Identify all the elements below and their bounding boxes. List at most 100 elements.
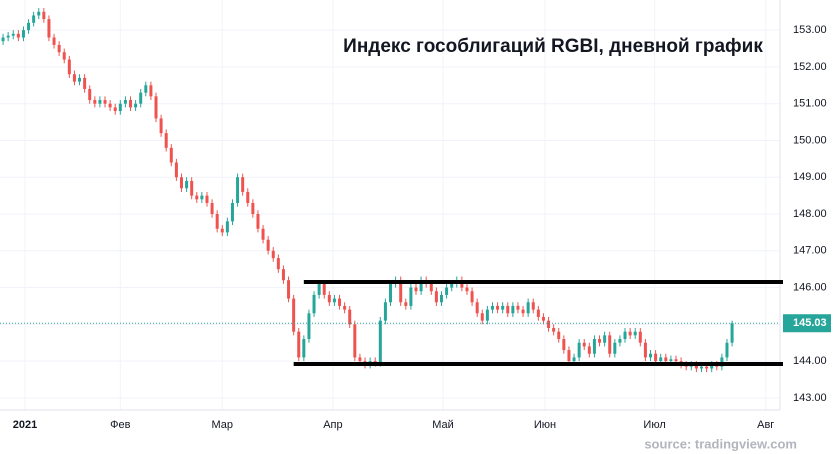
candle-body [113,107,117,112]
candle-body [302,339,306,358]
x-tick-label: Апр [323,419,342,431]
candle-body [220,228,224,233]
candle-body [230,202,234,222]
last-price-box [783,314,831,333]
candle-body [236,177,240,203]
candle-body [496,305,500,310]
candle-body [694,364,698,369]
candle-body [246,191,250,203]
candle-body [439,294,443,303]
candle-body [57,44,61,53]
candle-body [705,366,709,369]
chart-title: Индекс гособлигаций RGBI, дневной график [343,36,763,57]
candle-body [526,302,530,314]
candle-body [62,52,66,60]
candle-body [730,323,734,343]
candle-body [608,335,612,354]
candle-body [174,162,178,178]
candle-body [261,228,265,240]
candle-body [485,309,489,321]
candle-body [37,11,41,16]
candle-body [276,258,280,270]
candle-body [633,331,637,336]
candle-body [47,19,51,38]
candle-body [628,331,632,336]
candle-body [506,305,510,314]
candle-body [281,269,285,281]
candle-body [287,280,291,299]
candle-body [567,350,571,362]
candle-body [623,331,627,340]
candle-body [118,103,122,112]
candle-body [307,313,311,340]
candle-body [343,305,347,310]
candle-body [664,357,668,362]
candle-body [32,15,36,23]
y-tick-label: 153.00 [793,24,827,36]
x-tick-label: 2021 [13,419,37,431]
candle-body [88,88,92,101]
x-tick-label: Фев [110,419,130,431]
y-tick-label: 152.00 [793,61,827,73]
candle-body [429,283,433,292]
candle-body [603,335,607,343]
y-tick-label: 147.00 [793,245,827,257]
candle-body [1,37,5,42]
candle-body [531,302,535,310]
x-tick-label: Авг [757,419,774,431]
candle-body [312,294,316,314]
candle-body [266,239,270,251]
y-tick-label: 148.00 [793,208,827,220]
candle-body [434,291,438,303]
candle-body [179,177,183,189]
candle-body [11,33,15,36]
candle-body [373,361,377,363]
candle-body [103,100,107,104]
candle-body [154,96,158,119]
candle-body [725,342,729,358]
candle-body [200,195,204,200]
candle-body [353,324,357,358]
candle-body [654,353,658,362]
candle-body [445,287,449,295]
candle-body [475,302,479,314]
x-tick-label: Май [432,419,454,431]
candle-body [72,74,76,82]
candle-body [139,92,143,104]
candle-body [195,195,199,200]
candle-body [582,342,586,347]
candle-body [598,339,602,343]
candle-body [83,77,87,89]
candle-body [271,250,275,259]
candle-body [190,180,194,196]
candle-body [521,309,525,314]
y-tick-label: 144.00 [793,355,827,367]
candle-body [480,313,484,321]
candle-body [225,221,229,233]
candle-body [669,359,673,362]
candle-body [123,100,127,104]
candle-body [383,302,387,321]
candle-body [470,291,474,303]
candle-body [389,283,393,303]
candle-body [562,339,566,351]
candle-body [572,357,576,362]
candle-body [643,342,647,358]
candle-body [710,364,714,369]
candle-body [241,177,245,192]
candle-body [52,37,56,45]
candle-body [674,359,678,362]
candle-body [215,214,219,229]
candle-body [613,342,617,354]
candle-body [649,353,653,358]
candle-body [378,320,382,363]
candle-body [16,33,20,38]
candle-body [450,283,454,288]
candle-body [256,214,260,229]
candle-body [78,77,82,82]
candle-body [317,283,321,295]
candle-body [465,287,469,292]
candle-body [659,357,663,362]
y-tick-label: 151.00 [793,98,827,110]
candle-body [419,280,423,292]
